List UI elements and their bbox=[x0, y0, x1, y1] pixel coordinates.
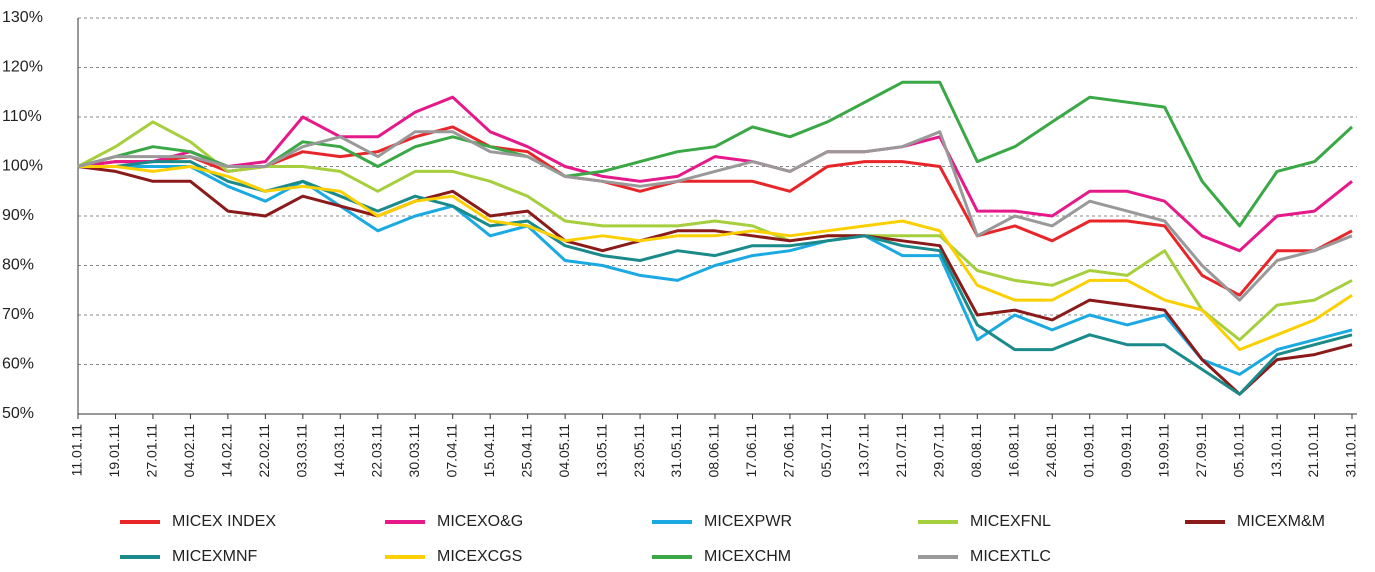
x-tick-label: 07.04.11 bbox=[443, 424, 459, 478]
legend-label: MICEX INDEX bbox=[172, 513, 276, 530]
x-tick-label: 03.03.11 bbox=[294, 424, 310, 478]
x-tick-label: 21.07.11 bbox=[893, 424, 909, 478]
x-tick-label: 29.07.11 bbox=[931, 424, 947, 478]
x-tick-label: 11.01.11 bbox=[69, 424, 85, 477]
y-tick-label: 110% bbox=[2, 108, 42, 125]
series-line bbox=[77, 80, 1354, 228]
x-tick-label: 05.10.11 bbox=[1230, 424, 1246, 478]
x-tick-label: 16.08.11 bbox=[1005, 424, 1021, 478]
legend-label: MICEXO&G bbox=[437, 513, 523, 530]
series-line bbox=[77, 125, 1353, 297]
x-tick-label: 13.10.11 bbox=[1268, 424, 1284, 478]
y-tick-label: 120% bbox=[2, 59, 43, 76]
x-tick-label: 01.09.11 bbox=[1080, 424, 1096, 478]
x-tick-label: 17.06.11 bbox=[743, 424, 759, 478]
x-tick-label: 04.05.11 bbox=[556, 424, 572, 478]
x-tick-label: 31.10.11 bbox=[1343, 424, 1359, 478]
x-tick-label: 19.09.11 bbox=[1155, 424, 1171, 478]
x-tick-label: 05.07.11 bbox=[818, 424, 834, 478]
x-tick-label: 22.03.11 bbox=[368, 424, 384, 478]
x-tick-label: 21.10.11 bbox=[1305, 424, 1321, 478]
series-line bbox=[77, 95, 1353, 253]
x-tick-label: 08.08.11 bbox=[968, 424, 984, 478]
series-line bbox=[78, 160, 1353, 396]
y-tick-label: 50% bbox=[2, 405, 34, 422]
legend-label: MICEXPWR bbox=[704, 513, 792, 530]
x-tick-label: 15.04.11 bbox=[481, 424, 497, 478]
y-tick-label: 80% bbox=[2, 257, 34, 274]
series-line bbox=[78, 165, 1353, 352]
x-tick-label: 30.03.11 bbox=[406, 424, 422, 478]
legend-label: MICEXM&M bbox=[1237, 513, 1325, 530]
x-tick-label: 27.06.11 bbox=[781, 424, 797, 478]
x-tick-label: 23.05.11 bbox=[631, 424, 647, 478]
y-tick-label: 130% bbox=[2, 9, 43, 26]
x-tick-label: 24.08.11 bbox=[1043, 424, 1059, 478]
x-tick-label: 09.09.11 bbox=[1118, 424, 1134, 478]
x-tick-label: 22.02.11 bbox=[256, 424, 272, 478]
series-line bbox=[77, 165, 1353, 396]
x-tick-label: 19.01.11 bbox=[106, 424, 122, 478]
x-tick-label: 27.01.11 bbox=[144, 424, 160, 478]
y-tick-label: 90% bbox=[2, 207, 34, 224]
x-tick-label: 25.04.11 bbox=[518, 424, 534, 478]
x-tick-label: 31.05.11 bbox=[668, 424, 684, 478]
legend-label: MICEXMNF bbox=[172, 548, 258, 565]
x-tick-label: 13.05.11 bbox=[593, 424, 609, 478]
series-line bbox=[77, 120, 1353, 342]
x-tick-label: 14.03.11 bbox=[331, 424, 347, 478]
x-tick-label: 13.07.11 bbox=[856, 424, 872, 478]
y-tick-label: 60% bbox=[2, 356, 34, 373]
x-tick-label: 14.02.11 bbox=[219, 424, 235, 478]
legend-label: MICEXCHM bbox=[704, 548, 791, 565]
y-tick-label: 70% bbox=[2, 306, 34, 323]
legend-label: MICEXCGS bbox=[437, 548, 522, 565]
x-tick-label: 04.02.11 bbox=[181, 424, 197, 478]
x-tick-label: 08.06.11 bbox=[706, 424, 722, 478]
y-tick-label: 100% bbox=[2, 158, 43, 175]
x-tick-label: 27.09.11 bbox=[1193, 424, 1209, 478]
series-line bbox=[77, 130, 1353, 302]
legend-label: MICEXFNL bbox=[970, 513, 1051, 530]
legend-label: MICEXTLC bbox=[970, 548, 1051, 565]
